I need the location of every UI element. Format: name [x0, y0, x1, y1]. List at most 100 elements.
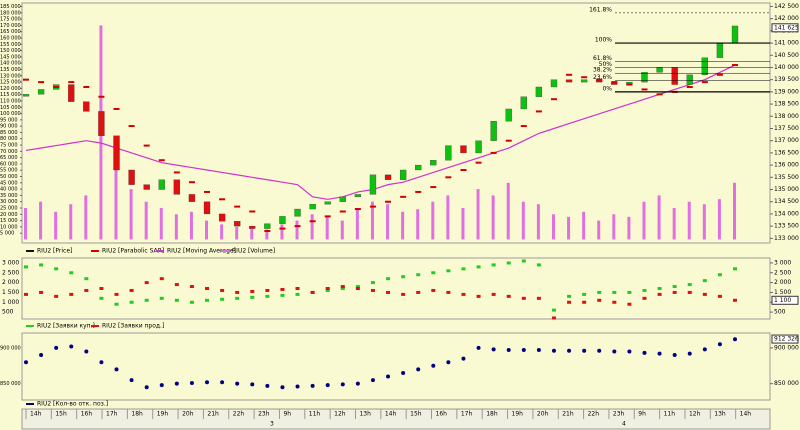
oi-dot [582, 348, 587, 353]
y-tick-label: 2 000 [774, 279, 791, 286]
y-tick-label-left: 3 000 [2, 259, 19, 266]
volume-bar [567, 216, 571, 240]
candle [641, 72, 648, 83]
volume-bar [717, 199, 721, 240]
panel-oi [21, 332, 771, 401]
time-label: 22h [233, 411, 245, 418]
time-label: 23h [258, 411, 270, 418]
oi-dot [205, 380, 210, 385]
order-mark [582, 300, 587, 304]
order-mark [144, 281, 149, 285]
volume-bar [265, 229, 269, 240]
volume-bar [687, 201, 691, 240]
candle [37, 89, 45, 95]
order-mark [506, 294, 511, 298]
order-mark [431, 288, 436, 292]
y2-tick-label: 180 000 [0, 10, 21, 16]
volume-bar [54, 211, 58, 240]
y-tick-label-left: 1 000 [2, 299, 19, 306]
order-mark [114, 302, 119, 306]
volume-bar [733, 182, 736, 240]
y-tick-label-left: 900 000 [0, 345, 21, 351]
y2-tick-label: 45 000 [0, 180, 18, 186]
order-mark [325, 287, 330, 290]
candle [671, 67, 678, 85]
volume-bar [189, 211, 193, 240]
order-mark [386, 277, 391, 281]
y-tick-label: 139 500 [774, 76, 799, 83]
oi-dot [355, 381, 360, 386]
order-mark [205, 287, 210, 290]
y2-tick-label: 10 000 [0, 224, 18, 230]
order-mark [340, 287, 345, 290]
y2-tick-label: 25 000 [0, 206, 18, 212]
candle [550, 79, 558, 88]
candle [339, 196, 346, 202]
volume-bar [657, 195, 661, 240]
oi-dot [54, 345, 59, 350]
candle [354, 194, 362, 197]
y2-tick-label: 80 000 [0, 136, 18, 142]
volume-bar [220, 224, 224, 240]
order-mark [551, 316, 556, 320]
last-value-box [771, 334, 799, 344]
order-mark [491, 292, 496, 296]
time-label: 21h [562, 411, 574, 418]
volume-bar [551, 214, 555, 240]
order-mark [386, 290, 391, 294]
order-mark [733, 267, 737, 271]
volume-bar [642, 201, 646, 240]
time-label: 20h [537, 411, 549, 418]
y-tick-label: 136 500 [774, 149, 799, 156]
order-mark [250, 289, 255, 293]
volume-bar [582, 211, 586, 240]
last-value-box [771, 23, 799, 33]
order-mark [370, 281, 375, 285]
candle [731, 25, 739, 44]
candle [294, 208, 301, 217]
order-mark [401, 292, 406, 296]
candle [324, 201, 331, 205]
time-label: 16h [81, 411, 93, 418]
order-mark [567, 300, 572, 304]
volume-bar [174, 214, 178, 240]
fib-label: 38.2% [593, 67, 612, 74]
y2-tick-label: 85 000 [0, 130, 18, 136]
volume-bar [431, 201, 435, 240]
volume-bar [672, 208, 676, 240]
volume-bar [159, 208, 163, 240]
y2-tick-label: 110 000 [0, 98, 21, 104]
oi-dot [295, 384, 300, 389]
y-tick-label: 133 500 [774, 223, 799, 230]
candle [143, 184, 150, 190]
y-tick-label: 141 000 [774, 40, 799, 47]
time-label: 15h [55, 411, 67, 418]
order-mark [235, 290, 240, 294]
order-mark [114, 292, 119, 296]
order-mark [702, 292, 707, 296]
order-mark [220, 288, 225, 292]
order-mark [205, 298, 210, 302]
candle [656, 67, 663, 73]
order-mark [355, 285, 360, 289]
volume-bar [506, 182, 510, 240]
volume-bar [461, 208, 465, 240]
oi-dot [627, 349, 632, 354]
time-label: 23h [613, 411, 625, 418]
order-mark [597, 290, 602, 294]
oi-dot [386, 374, 391, 379]
y2-tick-label: 125 000 [0, 80, 21, 86]
legend-label: RIU2 [Заявки прод.] [102, 323, 164, 330]
time-label: 13h [714, 411, 726, 418]
oi-dot [325, 383, 330, 388]
volume-bar [69, 204, 73, 240]
time-label: 15h [410, 411, 422, 418]
order-mark [310, 290, 315, 294]
time-label: 11h [309, 411, 321, 418]
oi-dot [597, 348, 602, 353]
y2-tick-label: 150 000 [0, 48, 21, 54]
order-mark [476, 294, 481, 298]
order-mark [54, 294, 59, 298]
order-mark [461, 292, 466, 296]
time-label: 11h [664, 411, 676, 418]
